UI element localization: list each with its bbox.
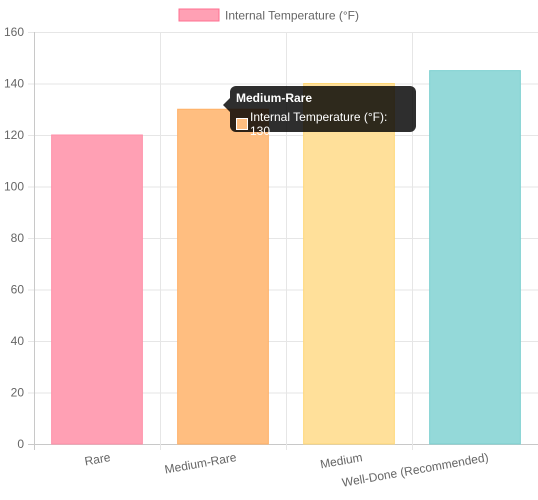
tooltip-title: Medium-Rare: [236, 91, 313, 105]
x-tick-label: Rare: [83, 450, 111, 468]
y-tick-label: 120: [4, 128, 24, 142]
bar-medium-rare[interactable]: [177, 108, 269, 445]
y-tick-label: 80: [11, 231, 25, 245]
tooltip: Medium-Rare Internal Temperature (°F): 1…: [223, 86, 416, 138]
bars[interactable]: [51, 70, 521, 445]
y-tick-label: 20: [11, 386, 25, 400]
x-tick-label: Medium: [319, 450, 363, 471]
x-tick-label: Well-Done (Recommended): [341, 450, 490, 490]
bar-medium[interactable]: [303, 83, 395, 445]
y-tick-label: 40: [11, 334, 25, 348]
legend[interactable]: Internal Temperature (°F): [178, 8, 359, 23]
legend-swatch: [178, 8, 220, 22]
tooltip-label: Internal Temperature (°F): 130: [250, 110, 388, 138]
bar-well-done-recommended[interactable]: [429, 70, 521, 445]
tooltip-swatch: [236, 118, 248, 130]
x-tick-label: Medium-Rare: [164, 450, 238, 476]
y-tick-label: 60: [11, 283, 25, 297]
y-axis-ticks: 0 20 40 60 80 100 120 140 160: [4, 25, 24, 451]
legend-label: Internal Temperature (°F): [225, 9, 359, 23]
y-tick-label: 160: [4, 25, 24, 39]
y-tick-label: 100: [4, 180, 24, 194]
y-tick-label: 0: [17, 437, 24, 451]
bar-rare[interactable]: [51, 134, 143, 445]
tooltip-row: Internal Temperature (°F): 130: [236, 110, 410, 138]
y-tick-label: 140: [4, 77, 24, 91]
